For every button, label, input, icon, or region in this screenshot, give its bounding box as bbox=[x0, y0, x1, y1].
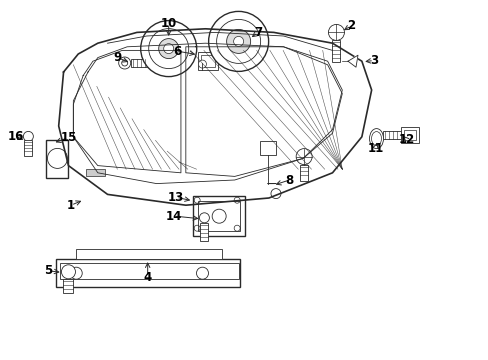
Text: 15: 15 bbox=[60, 131, 77, 144]
Text: 6: 6 bbox=[173, 45, 181, 58]
Text: 5: 5 bbox=[44, 264, 52, 277]
Text: 3: 3 bbox=[369, 54, 377, 67]
Text: 7: 7 bbox=[254, 26, 262, 39]
Circle shape bbox=[212, 209, 225, 223]
Circle shape bbox=[296, 149, 311, 165]
Circle shape bbox=[233, 36, 243, 46]
Bar bbox=[201, 55, 215, 67]
Bar bbox=[63, 279, 73, 293]
Bar bbox=[198, 201, 240, 231]
Text: 1: 1 bbox=[67, 199, 75, 212]
Text: 11: 11 bbox=[366, 142, 383, 155]
Bar bbox=[24, 140, 32, 156]
Circle shape bbox=[198, 60, 206, 68]
Bar bbox=[130, 59, 150, 67]
Text: 14: 14 bbox=[165, 210, 182, 222]
Circle shape bbox=[270, 189, 281, 199]
Bar bbox=[400, 127, 418, 143]
Circle shape bbox=[328, 24, 344, 40]
Text: 10: 10 bbox=[160, 17, 177, 30]
Bar bbox=[198, 52, 218, 70]
Text: 12: 12 bbox=[398, 133, 414, 146]
Polygon shape bbox=[347, 55, 357, 67]
Bar bbox=[85, 169, 105, 176]
Text: 8: 8 bbox=[285, 174, 293, 186]
Circle shape bbox=[159, 39, 178, 59]
Circle shape bbox=[199, 213, 209, 223]
Bar bbox=[193, 196, 244, 236]
Text: 13: 13 bbox=[167, 191, 184, 204]
Bar bbox=[332, 40, 340, 62]
Text: 9: 9 bbox=[113, 51, 121, 64]
Bar bbox=[76, 249, 222, 259]
Circle shape bbox=[226, 30, 250, 53]
Circle shape bbox=[208, 12, 268, 71]
Bar bbox=[403, 130, 415, 140]
Circle shape bbox=[70, 267, 82, 279]
Circle shape bbox=[148, 28, 188, 69]
Circle shape bbox=[119, 57, 130, 69]
Ellipse shape bbox=[369, 129, 383, 149]
Bar bbox=[46, 140, 68, 179]
Circle shape bbox=[141, 21, 196, 77]
Bar bbox=[382, 131, 400, 139]
Bar bbox=[260, 141, 275, 155]
Circle shape bbox=[196, 267, 208, 279]
Circle shape bbox=[23, 131, 33, 141]
Bar bbox=[56, 259, 239, 287]
Text: 4: 4 bbox=[143, 271, 151, 284]
Bar bbox=[60, 263, 238, 279]
Circle shape bbox=[47, 148, 67, 168]
Circle shape bbox=[163, 44, 173, 54]
Bar bbox=[200, 223, 208, 241]
Bar bbox=[300, 165, 307, 181]
Circle shape bbox=[61, 265, 75, 279]
Text: 16: 16 bbox=[7, 130, 24, 143]
Circle shape bbox=[216, 19, 260, 63]
Text: 2: 2 bbox=[346, 19, 354, 32]
